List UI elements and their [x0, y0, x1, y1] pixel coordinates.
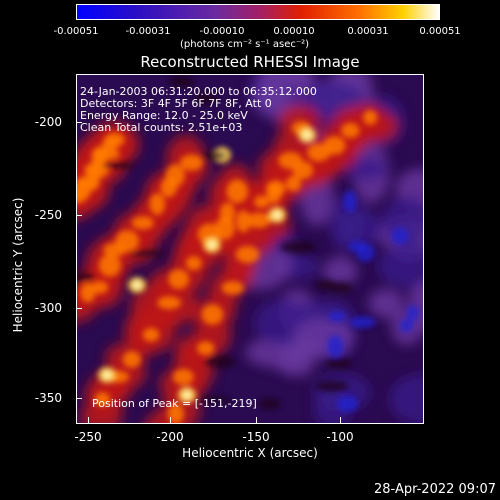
colorbar-tick: -0.00031	[125, 26, 171, 37]
y-tick-label: -200	[34, 115, 62, 129]
colorbar-tick: 0.00010	[273, 26, 315, 37]
peak-position: Position of Peak = [-151,-219]	[92, 397, 257, 410]
x-axis-label: Heliocentric X (arcsec)	[182, 446, 318, 460]
tick-mark	[76, 398, 82, 399]
image-title: Reconstructed RHESSI Image	[140, 53, 360, 71]
observation-info: 24-Jan-2003 06:31:20.000 to 06:35:12.000…	[80, 86, 317, 134]
colorbar-units: (photons cm⁻² s⁻¹ asec⁻²)	[180, 39, 310, 50]
timestamp: 28-Apr-2022 09:07	[374, 482, 496, 497]
info-detectors: Detectors: 3F 4F 5F 6F 7F 8F, Att 0	[80, 97, 272, 110]
y-tick-label: -350	[34, 391, 62, 405]
tick-mark	[88, 417, 89, 423]
info-total-counts: Clean Total counts: 2.51e+03	[80, 121, 243, 134]
colorbar-tick: 0.00051	[419, 26, 461, 37]
tick-mark	[76, 215, 82, 216]
info-time-range: 24-Jan-2003 06:31:20.000 to 06:35:12.000	[80, 85, 317, 98]
info-energy-range: Energy Range: 12.0 - 25.0 keV	[80, 109, 248, 122]
colorbar-tick: 0.00031	[347, 26, 389, 37]
colorbar-tick: -0.00051	[53, 26, 99, 37]
solar-image	[76, 74, 424, 424]
y-tick-label: -250	[34, 208, 62, 222]
x-tick-label: -250	[74, 430, 102, 444]
x-tick-label: -150	[242, 430, 270, 444]
x-tick-label: -200	[156, 430, 184, 444]
tick-mark	[170, 417, 171, 423]
y-tick-label: -300	[34, 301, 62, 315]
tick-mark	[340, 417, 341, 423]
solar-image-svg	[77, 75, 423, 423]
tick-mark	[76, 308, 82, 309]
tick-mark	[76, 122, 82, 123]
colorbar-tick: -0.00010	[199, 26, 245, 37]
colorbar	[76, 4, 440, 20]
x-tick-label: -100	[326, 430, 354, 444]
y-axis-label: Heliocentric Y (arcsec)	[11, 197, 25, 333]
tick-mark	[256, 417, 257, 423]
